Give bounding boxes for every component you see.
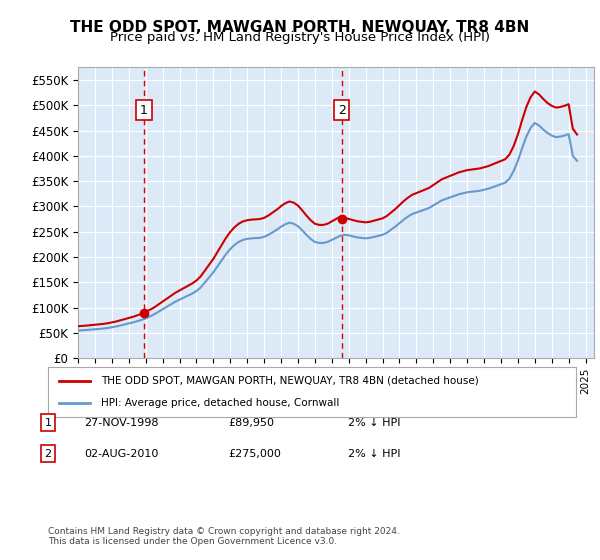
Text: THE ODD SPOT, MAWGAN PORTH, NEWQUAY, TR8 4BN (detached house): THE ODD SPOT, MAWGAN PORTH, NEWQUAY, TR8…: [101, 376, 479, 386]
Text: 2: 2: [338, 104, 346, 116]
Text: 27-NOV-1998: 27-NOV-1998: [84, 418, 158, 428]
Text: THE ODD SPOT, MAWGAN PORTH, NEWQUAY, TR8 4BN: THE ODD SPOT, MAWGAN PORTH, NEWQUAY, TR8…: [70, 20, 530, 35]
Text: Contains HM Land Registry data © Crown copyright and database right 2024.
This d: Contains HM Land Registry data © Crown c…: [48, 526, 400, 546]
Text: 1: 1: [140, 104, 148, 116]
Text: 2: 2: [44, 449, 52, 459]
Text: £275,000: £275,000: [228, 449, 281, 459]
Text: Price paid vs. HM Land Registry's House Price Index (HPI): Price paid vs. HM Land Registry's House …: [110, 31, 490, 44]
Text: £89,950: £89,950: [228, 418, 274, 428]
Text: 1: 1: [44, 418, 52, 428]
Text: 02-AUG-2010: 02-AUG-2010: [84, 449, 158, 459]
Text: HPI: Average price, detached house, Cornwall: HPI: Average price, detached house, Corn…: [101, 398, 339, 408]
Text: 2% ↓ HPI: 2% ↓ HPI: [348, 449, 401, 459]
Text: 2% ↓ HPI: 2% ↓ HPI: [348, 418, 401, 428]
